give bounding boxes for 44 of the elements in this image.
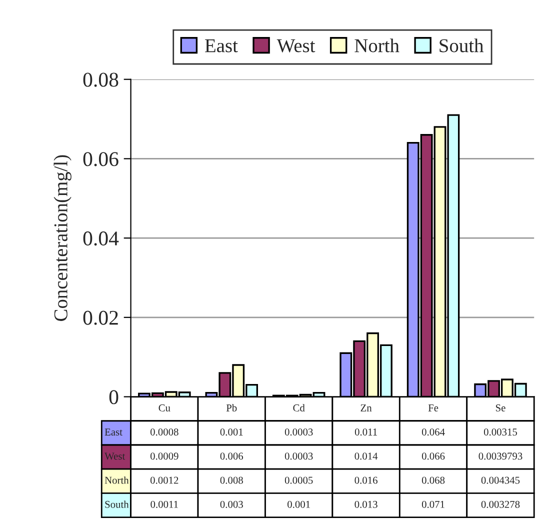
data-label: 0.001 (288, 500, 310, 508)
legend-label: South (440, 38, 484, 52)
data-label: 0.003 (220, 500, 243, 508)
data-label: 0.011 (354, 428, 377, 436)
x-tick-label: Fe (428, 404, 438, 412)
data-label: 0.004345 (481, 476, 520, 484)
x-tick-label: Zn (360, 404, 372, 412)
data-label: 0.008 (220, 476, 243, 484)
legend-label: North (354, 38, 400, 52)
x-tick-label: Cd (293, 404, 305, 412)
data-label: 0.001 (220, 428, 243, 436)
data-label: 0.0009 (150, 452, 178, 460)
data-label: 0.00315 (484, 428, 518, 436)
data-label: 0.0011 (150, 500, 178, 508)
data-label: 0.016 (354, 476, 378, 484)
data-label: 0.014 (354, 452, 378, 460)
data-label: 0.064 (422, 428, 445, 436)
y-axis-title: Concenteration(mg/l) (54, 155, 72, 321)
data-label: 0.071 (422, 500, 444, 508)
y-tick-label: 0 (109, 390, 118, 404)
x-tick-label: Pb (226, 404, 237, 412)
data-label: 0.0003 (284, 452, 313, 460)
legend-label: East (205, 39, 238, 52)
text: North (104, 476, 129, 484)
text: East (104, 428, 122, 436)
y-tick-label: 0.06 (83, 152, 118, 166)
data-label: 0.0005 (284, 476, 313, 484)
data-label: 0.0008 (150, 428, 178, 436)
legend-label: West (276, 39, 316, 52)
data-label: 0.006 (220, 452, 244, 460)
y-tick-label: 0.02 (83, 310, 118, 325)
data-label: 0.068 (422, 476, 445, 484)
y-tick-label: 0.04 (83, 231, 119, 246)
text: West (104, 452, 126, 460)
text: South (105, 500, 129, 508)
data-label: 0.066 (422, 452, 445, 460)
data-label: 0.003278 (481, 500, 520, 508)
data-label: 0.013 (354, 500, 378, 508)
data-label: 0.0003 (284, 428, 313, 436)
x-tick-label: Se (496, 404, 506, 412)
data-label: 0.0039793 (478, 452, 522, 460)
data-label: 0.0012 (150, 476, 178, 484)
y-tick-label: 0.08 (83, 72, 118, 87)
x-tick-label: Cu (158, 404, 170, 412)
